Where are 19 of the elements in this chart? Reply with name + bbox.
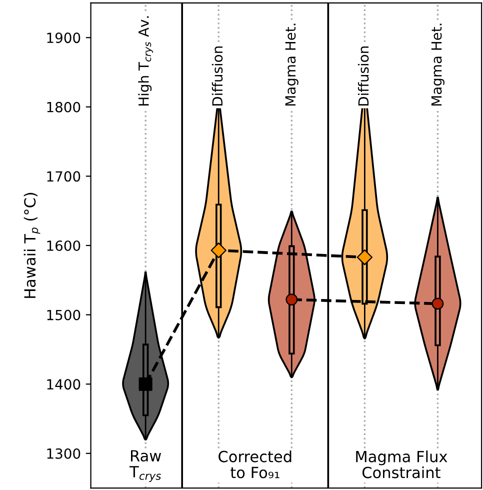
y-tick-label: 1600 xyxy=(47,240,80,251)
x-tick-label: Magma Het. xyxy=(431,24,444,106)
point xyxy=(356,249,373,266)
y-axis-title: Hawaii T$_{p}$ (°C) xyxy=(24,192,40,298)
x-tick-label: Magma Het. xyxy=(285,24,298,106)
y-tick-label: 1500 xyxy=(47,310,80,320)
point xyxy=(210,242,226,258)
annotation: Magma Flux Constraint xyxy=(356,450,448,478)
x-tick-label: Diffusion xyxy=(358,46,369,106)
annotation: Corrected to Fo₉₁ xyxy=(218,450,292,478)
y-tick-label: 1800 xyxy=(47,102,80,112)
y-tick-label: 1300 xyxy=(47,448,80,459)
x-tick-label: Diffusion xyxy=(212,46,223,106)
point xyxy=(138,377,152,391)
annotation: Raw T$_{crys}$ xyxy=(129,450,162,482)
y-tick-label: 1400 xyxy=(47,379,80,390)
x-tick-label: High T$_{crys}$ Av. xyxy=(138,16,154,106)
y-tick-label: 1900 xyxy=(47,32,80,44)
y-tick-label: 1700 xyxy=(47,171,80,182)
